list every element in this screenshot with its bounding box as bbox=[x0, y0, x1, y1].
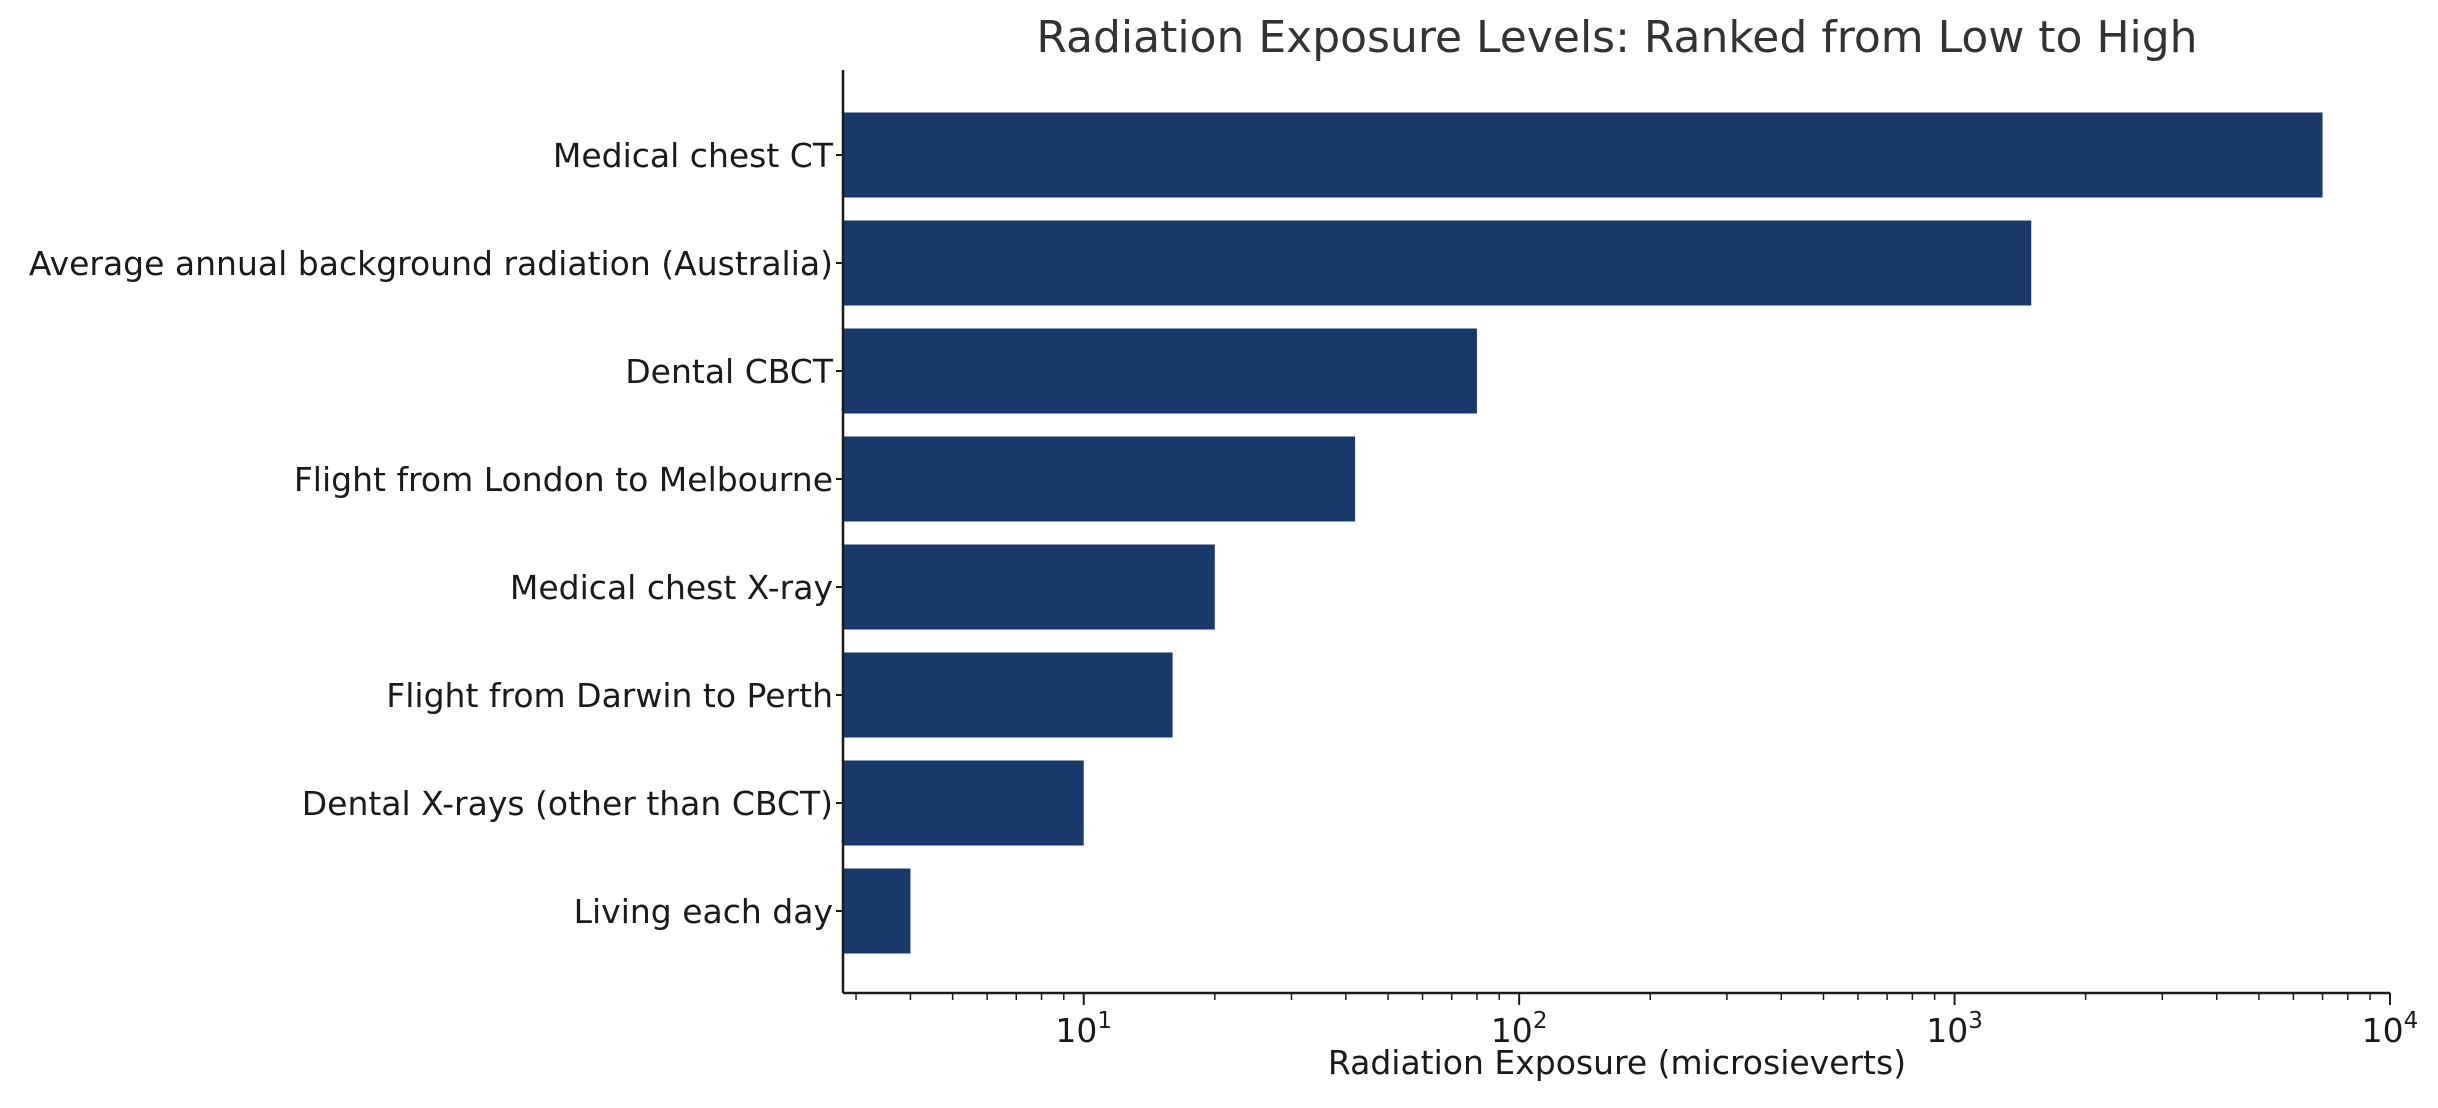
axes bbox=[836, 70, 2390, 995]
category-label: Average annual background radiation (Aus… bbox=[29, 244, 833, 283]
x-tick-label: 101 bbox=[1055, 1008, 1112, 1050]
bar bbox=[843, 328, 1477, 414]
category-label: Medical chest CT bbox=[553, 136, 834, 175]
x-tick-label: 103 bbox=[1926, 1008, 1983, 1050]
category-label: Living each day bbox=[574, 892, 833, 931]
chart-title: Radiation Exposure Levels: Ranked from L… bbox=[1036, 12, 2197, 63]
bar bbox=[843, 220, 2032, 306]
category-label: Flight from Darwin to Perth bbox=[386, 676, 833, 715]
bars-layer bbox=[843, 112, 2323, 954]
bar bbox=[843, 652, 1173, 738]
category-label: Dental X-rays (other than CBCT) bbox=[302, 784, 833, 823]
bar bbox=[843, 544, 1215, 630]
category-label: Dental CBCT bbox=[625, 352, 834, 391]
category-labels: Medical chest CT Average annual backgroun… bbox=[29, 136, 834, 931]
x-tick-label: 104 bbox=[2362, 1008, 2419, 1050]
category-label: Flight from London to Melbourne bbox=[294, 460, 833, 499]
x-tick-label: 102 bbox=[1491, 1008, 1548, 1050]
category-label: Medical chest X-ray bbox=[510, 568, 833, 607]
bar bbox=[843, 436, 1356, 522]
bar bbox=[843, 112, 2323, 198]
x-axis-label: Radiation Exposure (microsieverts) bbox=[1328, 1043, 1906, 1082]
bar bbox=[843, 760, 1084, 846]
x-ticks: 101 102 103 104 bbox=[855, 993, 2419, 1050]
bar bbox=[843, 868, 911, 954]
